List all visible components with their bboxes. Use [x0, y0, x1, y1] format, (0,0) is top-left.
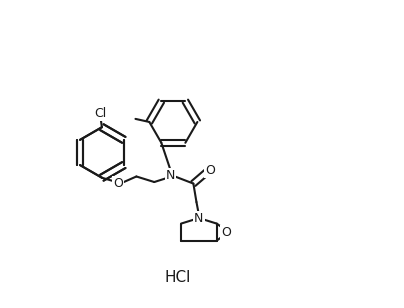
- Text: Cl: Cl: [94, 107, 107, 120]
- Text: O: O: [221, 225, 231, 239]
- Text: HCl: HCl: [164, 270, 191, 285]
- Text: N: N: [166, 169, 175, 182]
- Text: O: O: [113, 177, 123, 190]
- Text: O: O: [205, 164, 215, 176]
- Text: N: N: [194, 212, 204, 225]
